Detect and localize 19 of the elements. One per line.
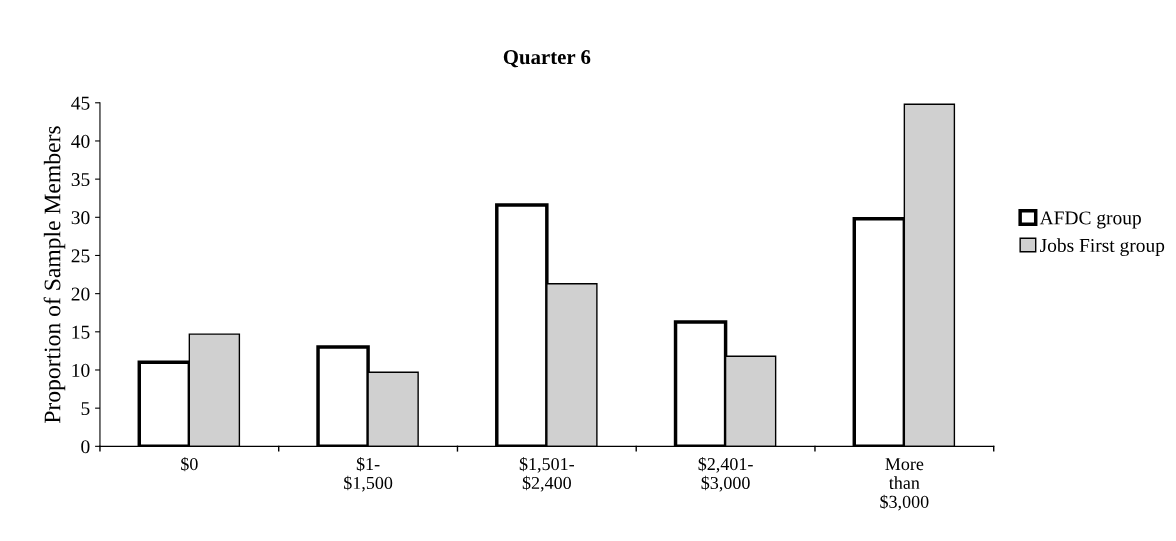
y-tick-label: 25 bbox=[71, 249, 90, 263]
y-tick-label: 30 bbox=[71, 211, 90, 225]
y-tick-label: 20 bbox=[71, 287, 90, 301]
x-tick-label: $0 bbox=[181, 456, 198, 472]
y-tick-label: 45 bbox=[71, 96, 90, 110]
y-tick-label: 5 bbox=[81, 402, 90, 416]
legend-label: AFDC group bbox=[1039, 211, 1141, 229]
x-tick-label: More than $3,000 bbox=[880, 458, 929, 511]
chart-title: Quarter 6 bbox=[503, 50, 591, 68]
y-tick-label: 0 bbox=[81, 440, 90, 454]
x-tick-label: $1,501- $2,400 bbox=[519, 456, 575, 492]
y-axis-title: Proportion of Sample Members bbox=[43, 126, 66, 424]
x-tick-label: $1- $1,500 bbox=[344, 456, 393, 492]
y-tick-label: 40 bbox=[71, 134, 90, 148]
y-tick-label: 35 bbox=[71, 173, 90, 187]
legend-label: Jobs First group bbox=[1040, 238, 1165, 256]
y-tick-label: 10 bbox=[72, 363, 90, 377]
y-tick-label: 15 bbox=[72, 325, 90, 339]
x-tick-label: $2,401- $3,000 bbox=[698, 456, 753, 492]
